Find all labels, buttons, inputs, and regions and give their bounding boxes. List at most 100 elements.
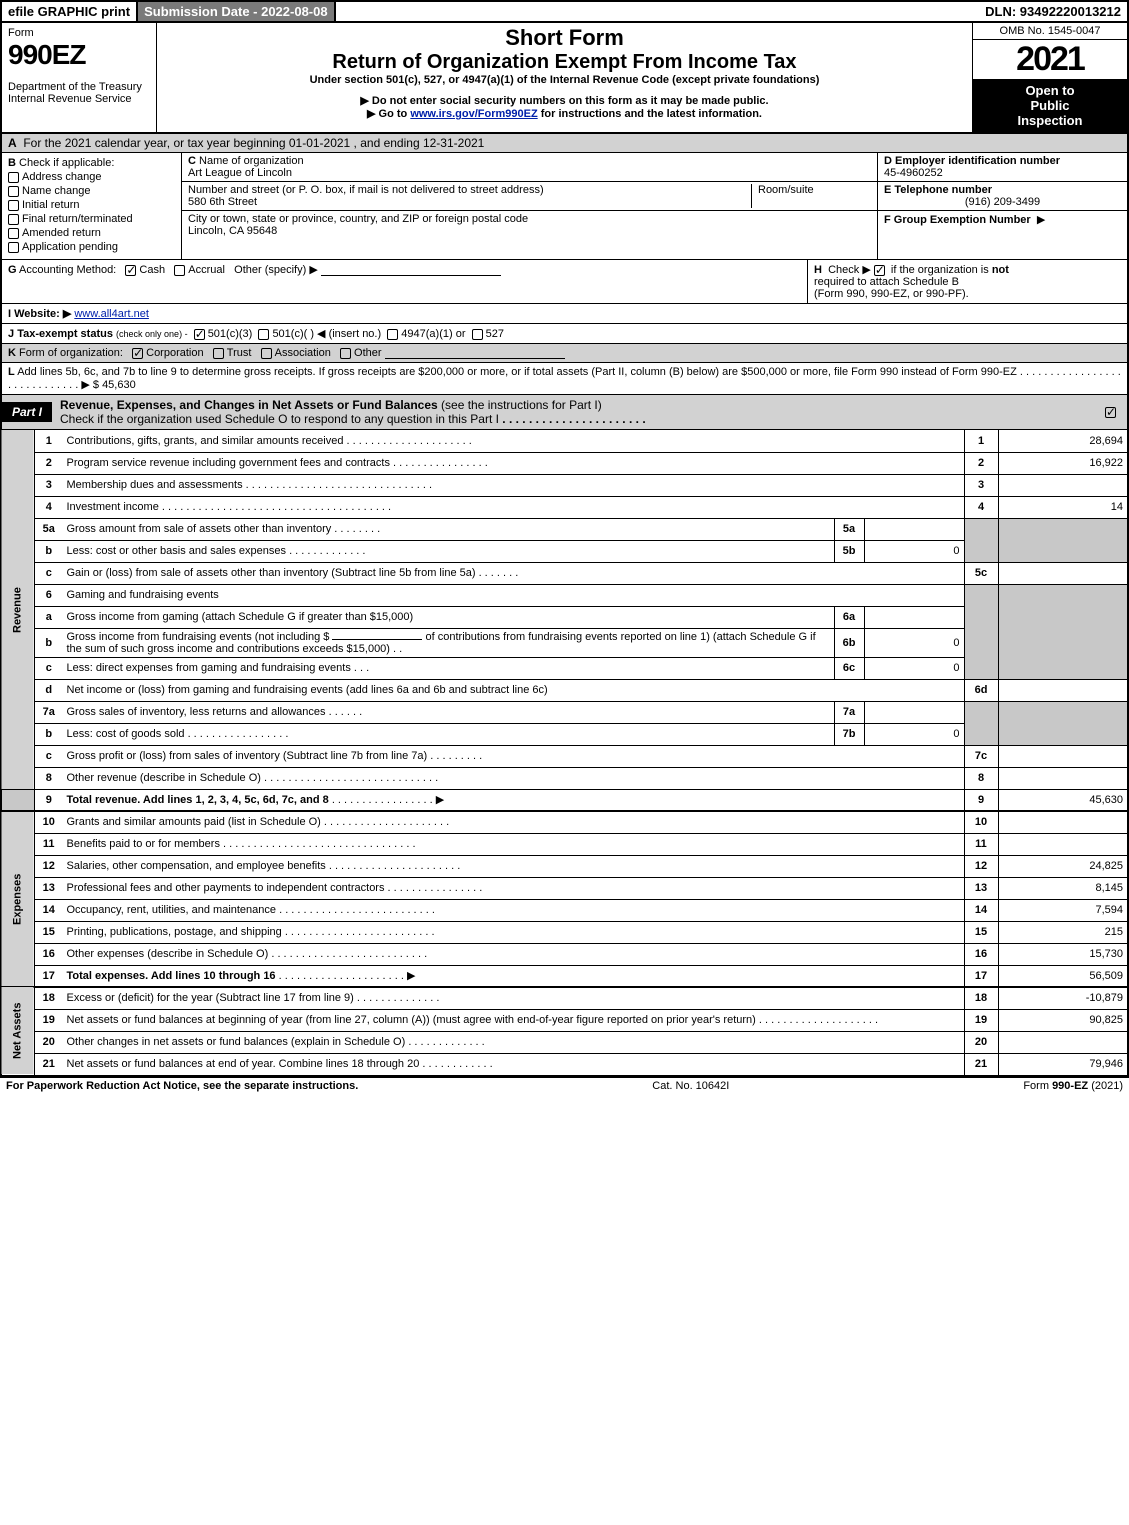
box-h-t3: required to attach Schedule B	[814, 276, 959, 288]
chk-amended-return[interactable]	[8, 228, 19, 239]
l5c-val	[998, 562, 1128, 584]
chk-schedule-o-used[interactable]	[1105, 407, 1116, 418]
l21-num: 21	[35, 1053, 63, 1075]
line-6b: b Gross income from fundraising events (…	[1, 628, 1128, 657]
l18-num: 18	[35, 987, 63, 1009]
goto-post: for instructions and the latest informat…	[538, 108, 762, 120]
l7b-bval: 0	[864, 723, 964, 745]
l2-num: 2	[35, 452, 63, 474]
l6b-blank	[332, 639, 422, 640]
chk-501c[interactable]	[258, 329, 269, 340]
chk-527[interactable]	[472, 329, 483, 340]
box-h: H Check ▶ if the organization is not req…	[807, 260, 1127, 303]
chk-address-change[interactable]	[8, 172, 19, 183]
irs-link[interactable]: www.irs.gov/Form990EZ	[410, 108, 537, 120]
l6-num: 6	[35, 584, 63, 606]
chk-initial-return[interactable]	[8, 200, 19, 211]
lbl-association: Association	[275, 347, 331, 359]
line-19: 19 Net assets or fund balances at beginn…	[1, 1009, 1128, 1031]
l2-desc: Program service revenue including govern…	[67, 457, 390, 469]
tax-year: 2021	[973, 40, 1127, 79]
l4-rlbl: 4	[964, 496, 998, 518]
l16-val: 15,730	[998, 943, 1128, 965]
header-mid: Short Form Return of Organization Exempt…	[157, 23, 972, 132]
line-5a: 5a Gross amount from sale of assets othe…	[1, 518, 1128, 540]
inspect-l2: Public	[975, 98, 1125, 113]
chk-application-pending[interactable]	[8, 242, 19, 253]
irs-label: Internal Revenue Service	[8, 93, 150, 105]
lbl-final-return: Final return/terminated	[22, 213, 133, 225]
l5ab-gray-lbl	[964, 518, 998, 562]
l16-desc: Other expenses (describe in Schedule O)	[67, 948, 269, 960]
l14-num: 14	[35, 899, 63, 921]
chk-accrual[interactable]	[174, 265, 185, 276]
line-11: 11 Benefits paid to or for members . . .…	[1, 833, 1128, 855]
l7c-rlbl: 7c	[964, 745, 998, 767]
box-h-t1: Check ▶	[828, 264, 871, 276]
row-a-text: For the 2021 calendar year, or tax year …	[23, 136, 484, 150]
l17-num: 17	[35, 965, 63, 987]
box-j: J Tax-exempt status (check only one) - 5…	[0, 324, 1129, 344]
chk-final-return[interactable]	[8, 214, 19, 225]
l11-val	[998, 833, 1128, 855]
l10-desc: Grants and similar amounts paid (list in…	[67, 816, 321, 828]
l4-val: 14	[998, 496, 1128, 518]
chk-name-change[interactable]	[8, 186, 19, 197]
dept-label: Department of the Treasury	[8, 81, 150, 93]
chk-cash[interactable]	[125, 265, 136, 276]
l19-rlbl: 19	[964, 1009, 998, 1031]
chk-sched-b-not-required[interactable]	[874, 265, 885, 276]
part-i-title: Revenue, Expenses, and Changes in Net As…	[60, 398, 438, 412]
box-h-t4: (Form 990, 990-EZ, or 990-PF).	[814, 288, 969, 300]
open-inspection: Open to Public Inspection	[973, 79, 1127, 132]
website-link[interactable]: www.all4art.net	[74, 308, 149, 320]
box-f-label: Group Exemption Number	[894, 214, 1031, 226]
box-i: I Website: ▶ www.all4art.net	[0, 304, 1129, 324]
org-name: Art League of Lincoln	[188, 167, 292, 179]
l7b-desc: Less: cost of goods sold	[67, 728, 185, 740]
l19-num: 19	[35, 1009, 63, 1031]
chk-association[interactable]	[261, 348, 272, 359]
l9-rlbl: 9	[964, 789, 998, 811]
box-j-lead: J	[8, 328, 14, 340]
box-e-label: Telephone number	[894, 184, 992, 196]
line-6c: c Less: direct expenses from gaming and …	[1, 657, 1128, 679]
box-b-label: Check if applicable:	[19, 157, 114, 169]
side-revenue: Revenue	[1, 430, 35, 789]
lbl-application-pending: Application pending	[22, 241, 118, 253]
lbl-corporation: Corporation	[146, 347, 203, 359]
box-d-label: Employer identification number	[895, 155, 1060, 167]
footer-r-pre: Form	[1023, 1080, 1052, 1092]
l5c-rlbl: 5c	[964, 562, 998, 584]
line-12: 12 Salaries, other compensation, and emp…	[1, 855, 1128, 877]
l7b-num: b	[35, 723, 63, 745]
l15-num: 15	[35, 921, 63, 943]
l14-val: 7,594	[998, 899, 1128, 921]
box-c: C Name of organization Art League of Lin…	[182, 153, 877, 259]
chk-other-org[interactable]	[340, 348, 351, 359]
box-g-label: Accounting Method:	[19, 264, 116, 276]
l6b-blbl: 6b	[834, 628, 864, 657]
chk-4947[interactable]	[387, 329, 398, 340]
inspect-l3: Inspection	[975, 113, 1125, 128]
l7ab-gray-lbl	[964, 701, 998, 745]
chk-corporation[interactable]	[132, 348, 143, 359]
box-k: K Form of organization: Corporation Trus…	[0, 344, 1129, 363]
side-expenses: Expenses	[1, 811, 35, 987]
street-value: 580 6th Street	[188, 196, 257, 208]
line-15: 15 Printing, publications, postage, and …	[1, 921, 1128, 943]
chk-501c3[interactable]	[194, 329, 205, 340]
chk-trust[interactable]	[213, 348, 224, 359]
l5c-num: c	[35, 562, 63, 584]
l16-rlbl: 16	[964, 943, 998, 965]
part-i-tag: Part I	[2, 402, 52, 422]
l21-rlbl: 21	[964, 1053, 998, 1075]
submission-date-button[interactable]: Submission Date - 2022-08-08	[138, 2, 336, 21]
line-6: 6 Gaming and fundraising events	[1, 584, 1128, 606]
l1-num: 1	[35, 430, 63, 452]
line-6a: a Gross income from gaming (attach Sched…	[1, 606, 1128, 628]
l5b-bval: 0	[864, 540, 964, 562]
form-header: Form 990EZ Department of the Treasury In…	[0, 23, 1129, 134]
l20-val	[998, 1031, 1128, 1053]
line-3: 3 Membership dues and assessments . . . …	[1, 474, 1128, 496]
